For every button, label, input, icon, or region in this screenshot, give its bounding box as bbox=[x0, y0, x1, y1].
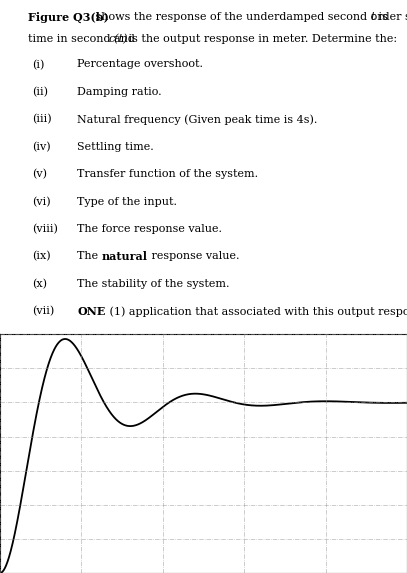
Text: (ii): (ii) bbox=[33, 87, 48, 97]
Text: (i): (i) bbox=[33, 60, 45, 70]
Text: (v): (v) bbox=[33, 169, 48, 179]
Text: (vi): (vi) bbox=[33, 197, 51, 207]
Text: time in second and: time in second and bbox=[28, 34, 139, 45]
Text: (ix): (ix) bbox=[33, 252, 51, 262]
Text: The: The bbox=[77, 252, 102, 261]
Text: (viii): (viii) bbox=[33, 224, 59, 234]
Text: is: is bbox=[375, 11, 388, 22]
Text: (x): (x) bbox=[33, 278, 48, 289]
Text: c(t): c(t) bbox=[108, 34, 128, 45]
Text: (vii): (vii) bbox=[33, 306, 55, 316]
Text: Percentage overshoot.: Percentage overshoot. bbox=[77, 60, 204, 69]
Text: Natural frequency (Given peak time is 4s).: Natural frequency (Given peak time is 4s… bbox=[77, 114, 318, 125]
Text: The force response value.: The force response value. bbox=[77, 224, 222, 234]
Text: Figure Q3(b): Figure Q3(b) bbox=[28, 11, 109, 23]
Text: natural: natural bbox=[102, 252, 148, 262]
Text: (iv): (iv) bbox=[33, 142, 51, 152]
Text: (iii): (iii) bbox=[33, 114, 52, 124]
Text: The stability of the system.: The stability of the system. bbox=[77, 278, 230, 289]
Text: (1) application that associated with this output response.: (1) application that associated with thi… bbox=[106, 306, 407, 317]
Text: shows the response of the underdamped second order system where: shows the response of the underdamped se… bbox=[92, 11, 407, 22]
Text: Damping ratio.: Damping ratio. bbox=[77, 87, 162, 97]
Text: Type of the input.: Type of the input. bbox=[77, 197, 177, 206]
Text: response value.: response value. bbox=[148, 252, 239, 261]
Text: ONE: ONE bbox=[77, 306, 106, 317]
Text: is the output response in meter. Determine the:: is the output response in meter. Determi… bbox=[125, 34, 397, 45]
Text: t: t bbox=[370, 11, 375, 22]
Text: Settling time.: Settling time. bbox=[77, 142, 154, 152]
Text: Transfer function of the system.: Transfer function of the system. bbox=[77, 169, 258, 179]
